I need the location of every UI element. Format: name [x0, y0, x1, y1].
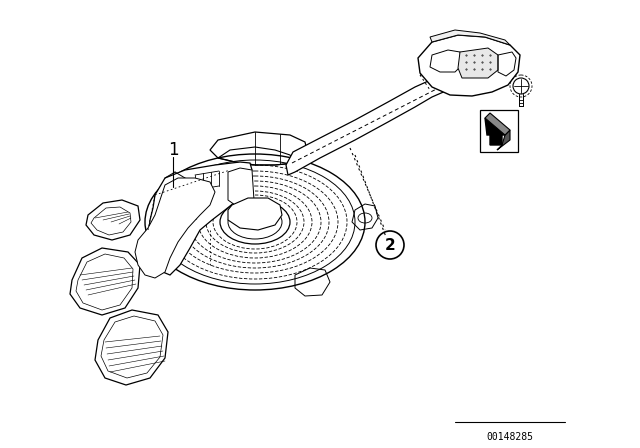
- Polygon shape: [70, 248, 140, 315]
- Polygon shape: [418, 35, 520, 96]
- Text: 1: 1: [168, 141, 179, 159]
- Polygon shape: [430, 30, 510, 45]
- Polygon shape: [497, 130, 510, 150]
- Text: 00148285: 00148285: [486, 432, 534, 442]
- Polygon shape: [485, 113, 510, 135]
- Polygon shape: [86, 200, 140, 240]
- Polygon shape: [228, 198, 282, 230]
- Polygon shape: [458, 48, 498, 78]
- Polygon shape: [135, 178, 215, 278]
- Polygon shape: [485, 118, 505, 145]
- Text: 2: 2: [475, 83, 485, 97]
- Polygon shape: [286, 73, 462, 175]
- Polygon shape: [228, 168, 254, 205]
- Text: 2: 2: [385, 237, 396, 253]
- Polygon shape: [95, 310, 168, 385]
- Polygon shape: [148, 162, 252, 275]
